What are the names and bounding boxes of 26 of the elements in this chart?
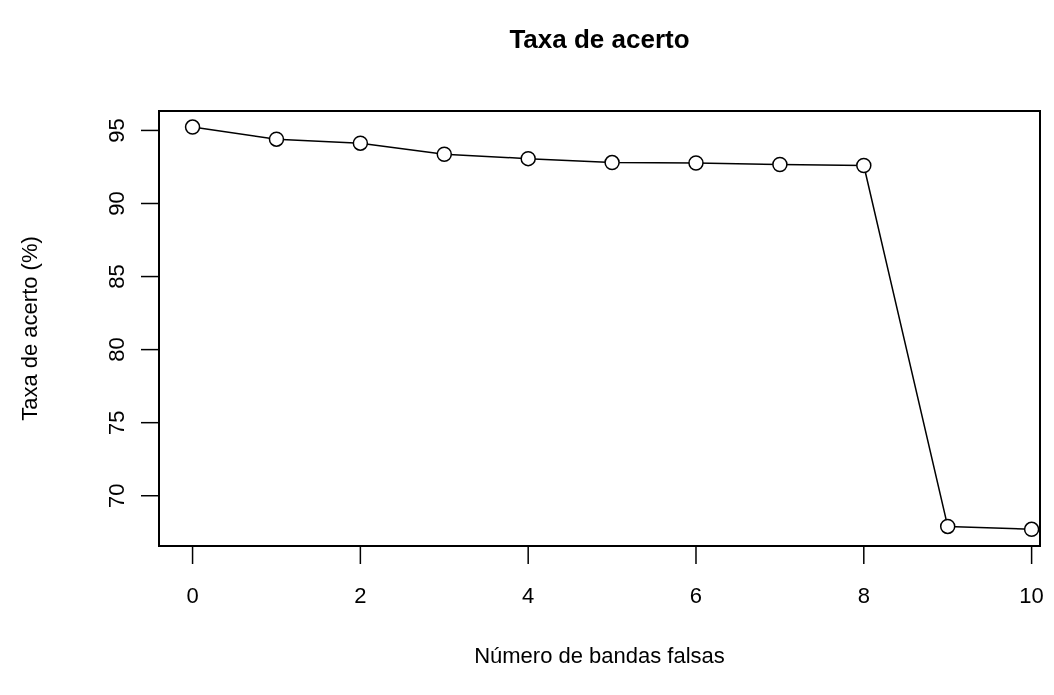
x-tick-label: 10 bbox=[1019, 583, 1044, 608]
y-tick-label: 95 bbox=[104, 118, 129, 143]
x-axis-title: Número de bandas falsas bbox=[474, 643, 725, 668]
point bbox=[268, 131, 285, 147]
x-tick-label: 2 bbox=[354, 583, 367, 608]
point bbox=[604, 154, 620, 171]
point bbox=[856, 157, 872, 174]
point bbox=[520, 150, 536, 167]
point bbox=[772, 156, 788, 173]
point bbox=[1023, 521, 1040, 538]
point bbox=[688, 155, 704, 171]
x-tick-label: 4 bbox=[522, 583, 535, 608]
y-axis-title: Taxa de acerto (%) bbox=[17, 236, 42, 421]
y-tick-label: 70 bbox=[104, 483, 129, 508]
x-tick-label: 6 bbox=[689, 583, 703, 608]
y-tick-label: 75 bbox=[104, 410, 129, 435]
x-tick-label: 8 bbox=[857, 583, 870, 608]
y-tick-label: 85 bbox=[104, 264, 129, 289]
point bbox=[352, 135, 369, 151]
point bbox=[184, 119, 201, 135]
y-tick-label: 80 bbox=[104, 337, 129, 362]
point bbox=[436, 146, 453, 162]
x-tick-label: 0 bbox=[186, 583, 199, 608]
point bbox=[939, 518, 956, 535]
chart-title: Taxa de acerto bbox=[509, 24, 690, 54]
y-tick-label: 90 bbox=[104, 191, 129, 216]
